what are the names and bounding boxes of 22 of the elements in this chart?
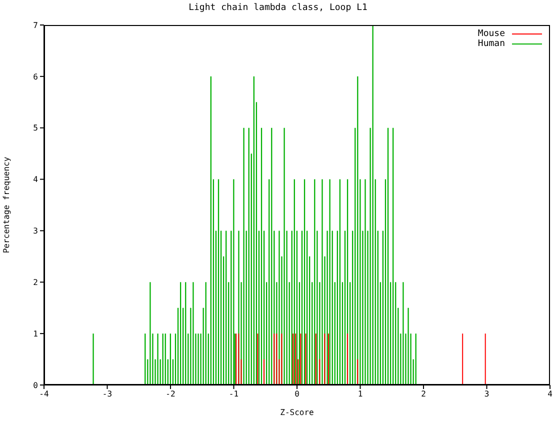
x-tick-label: -2 — [166, 390, 176, 399]
y-tick-label: 3 — [33, 226, 38, 236]
x-tick-label: 1 — [358, 390, 363, 399]
y-tick-label: 7 — [33, 20, 38, 30]
y-tick-label: 2 — [33, 278, 38, 287]
x-tick-label: -4 — [39, 390, 49, 399]
y-tick-label: 4 — [33, 175, 38, 184]
x-tick-label: 4 — [548, 390, 553, 399]
x-tick-label: 2 — [421, 390, 426, 399]
y-tick-label: 0 — [33, 380, 38, 390]
y-tick-label: 6 — [33, 72, 38, 82]
x-tick-label: -3 — [102, 390, 112, 399]
y-axis-title: Percentage frequency — [2, 156, 11, 254]
x-tick-label: 0 — [294, 390, 300, 399]
y-tick-label: 1 — [33, 329, 38, 338]
legend-label: Mouse — [478, 29, 505, 39]
y-tick-label: 5 — [33, 124, 38, 133]
x-axis-title: Z-Score — [280, 408, 314, 417]
legend-label: Human — [478, 39, 505, 49]
x-tick-label: -1 — [228, 390, 239, 399]
x-tick-label: 3 — [484, 390, 490, 399]
chart-title: Light chain lambda class, Loop L1 — [188, 3, 368, 13]
